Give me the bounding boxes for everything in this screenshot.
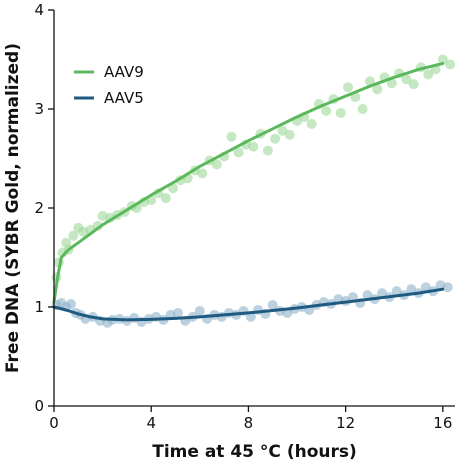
data-point-aav9 <box>284 129 295 140</box>
data-point-aav9 <box>211 159 222 170</box>
legend-label-aav5: AAV5 <box>104 89 144 107</box>
data-point-aav9 <box>226 131 237 142</box>
data-point-aav5 <box>442 282 453 293</box>
x-tick-label: 8 <box>244 414 254 432</box>
data-point-aav5 <box>377 288 388 299</box>
y-tick-label: 2 <box>34 199 44 217</box>
data-point-aav9 <box>248 141 259 152</box>
data-point-aav9 <box>401 74 412 85</box>
data-point-aav9 <box>306 118 317 129</box>
y-tick-label: 4 <box>34 1 44 19</box>
data-point-aav9 <box>262 145 273 156</box>
data-point-aav5 <box>420 282 431 293</box>
data-point-aav9 <box>437 54 448 65</box>
data-point-aav9 <box>372 84 383 95</box>
data-point-aav5 <box>194 305 205 316</box>
legend-label-aav9: AAV9 <box>104 63 144 81</box>
y-axis-title: Free DNA (SYBR Gold, normalized) <box>3 43 23 373</box>
y-tick-label: 1 <box>34 298 44 316</box>
fit-lines-layer <box>52 62 445 322</box>
x-tick-label: 4 <box>146 414 156 432</box>
fit-line-aav5 <box>52 287 445 322</box>
data-point-aav9 <box>233 147 244 158</box>
data-point-aav9 <box>68 230 79 241</box>
data-point-aav5 <box>267 300 278 311</box>
x-tick-label: 0 <box>49 414 59 432</box>
x-tick-label: 16 <box>433 414 452 432</box>
data-point-aav9 <box>386 78 397 89</box>
fit-line-aav9 <box>52 62 445 304</box>
data-point-aav5 <box>66 299 77 310</box>
data-point-aav9 <box>343 82 354 93</box>
data-point-aav5 <box>172 307 183 318</box>
data-point-aav9 <box>277 125 288 136</box>
data-point-aav5 <box>406 284 417 295</box>
data-point-aav9 <box>445 59 456 70</box>
x-axis-title: Time at 45 °C (hours) <box>152 442 357 462</box>
legend: AAV9 AAV5 <box>74 63 144 107</box>
data-point-aav9 <box>423 69 434 80</box>
y-tick-label: 0 <box>34 397 44 415</box>
data-point-aav9 <box>270 133 281 144</box>
data-point-aav9 <box>357 104 368 114</box>
y-tick-label: 3 <box>34 100 44 118</box>
data-point-aav9 <box>197 168 208 179</box>
x-tick-label: 12 <box>336 414 355 432</box>
data-point-aav5 <box>391 286 402 297</box>
data-point-aav9 <box>335 107 346 118</box>
data-point-aav9 <box>408 79 419 90</box>
data-point-aav9 <box>160 193 171 204</box>
data-point-aav9 <box>321 105 332 116</box>
